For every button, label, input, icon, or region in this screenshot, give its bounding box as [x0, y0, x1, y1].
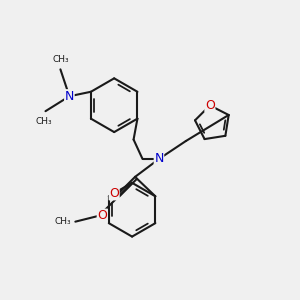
Text: CH₃: CH₃	[52, 55, 69, 64]
Text: CH₃: CH₃	[36, 117, 52, 126]
Text: O: O	[109, 187, 119, 200]
Text: N: N	[154, 152, 164, 166]
Text: O: O	[205, 99, 215, 112]
Text: CH₃: CH₃	[54, 217, 71, 226]
Text: N: N	[65, 90, 74, 103]
Text: O: O	[97, 209, 107, 222]
